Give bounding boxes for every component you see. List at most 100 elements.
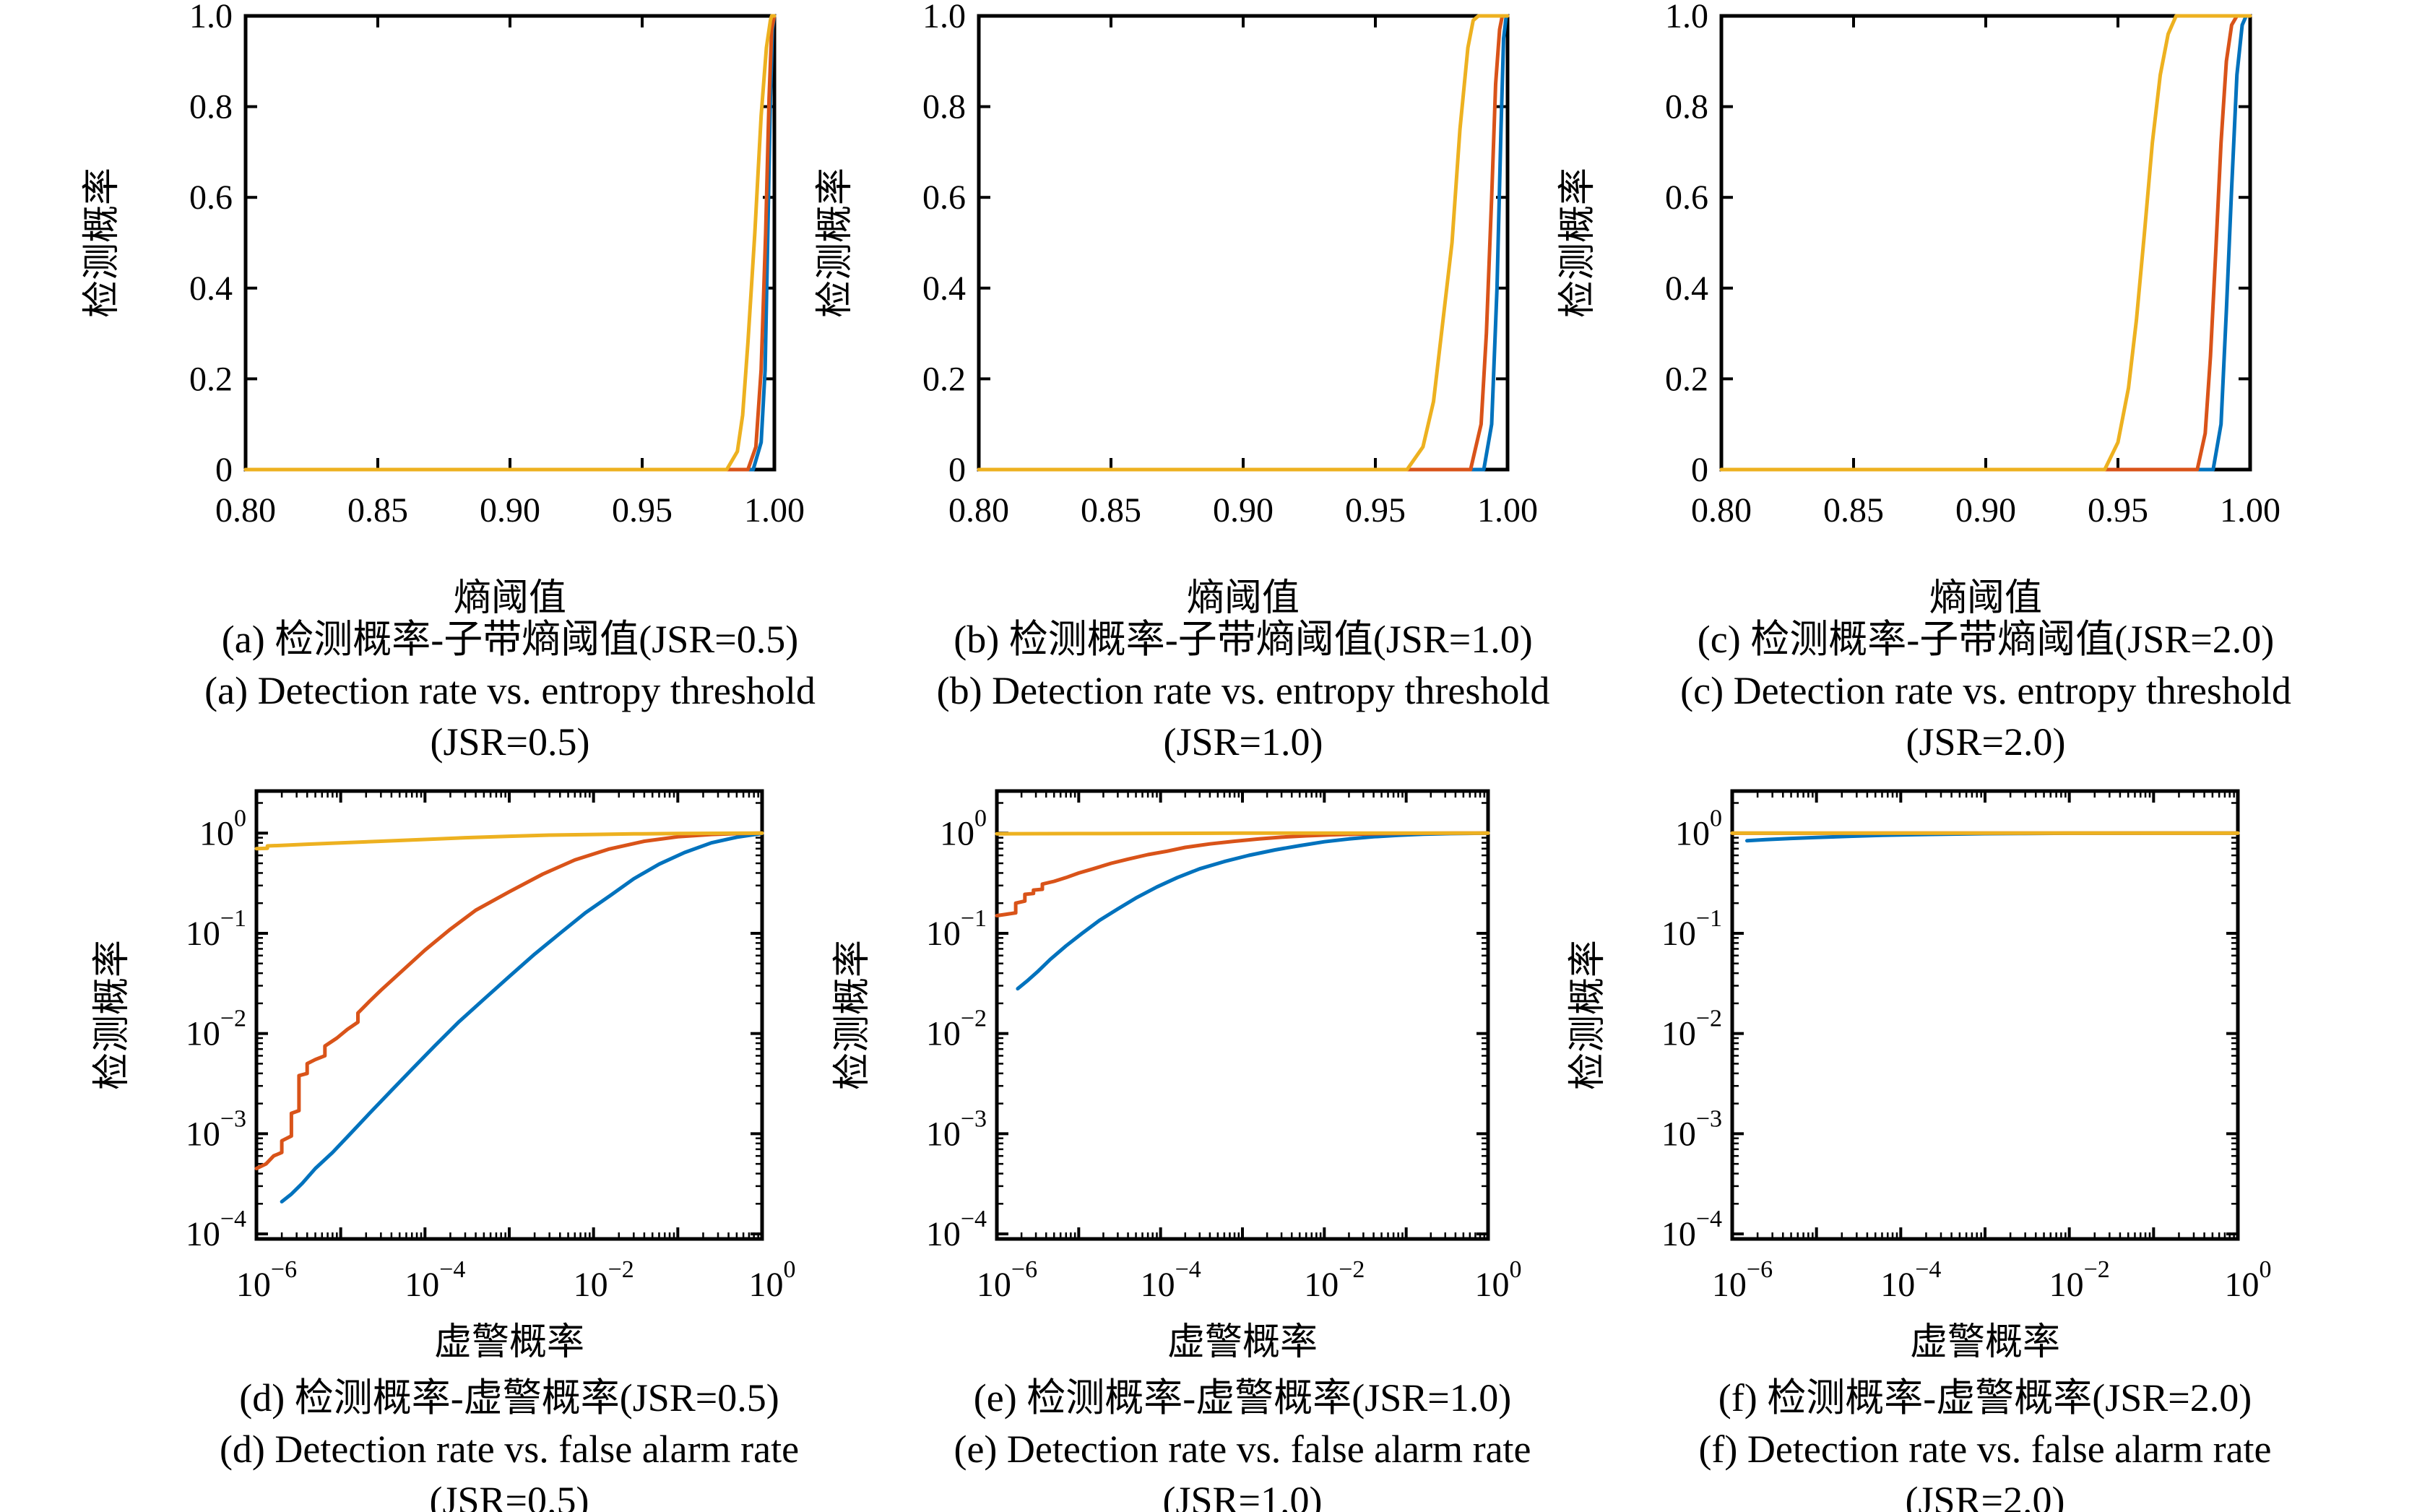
x-tick-label: 0.95 <box>2088 491 2148 530</box>
y-tick-label: 0.2 <box>922 360 966 398</box>
caption-f: (f) 检测概率-虚警概率(JSR=2.0) (f) Detection rat… <box>1552 1373 2417 1512</box>
x-axis-label-f: 虚警概率 <box>1910 1322 2060 1363</box>
caption-d-en: (d) Detection rate vs. false alarm rate <box>219 1427 800 1471</box>
y-tick-label: 1.0 <box>189 0 233 35</box>
y-axis-label-f: 检测概率 <box>1568 940 1609 1090</box>
plot-box-b <box>977 14 1510 472</box>
caption-d-jsr: (JSR=0.5) <box>429 1479 589 1512</box>
log-tick-label: 10−3 <box>926 1105 987 1153</box>
log-tick-label: 10−1 <box>1661 905 1722 953</box>
x-tick-label: 0.80 <box>1691 491 1752 530</box>
caption-f-jsr: (JSR=2.0) <box>1905 1479 2065 1512</box>
plot-box-a <box>243 14 777 472</box>
plot-c: 0.80 0.85 0.90 0.95 1.00 0 0.2 0.4 0.6 0.8 1.0 熵阈值 检… <box>1557 0 2280 619</box>
curve-e-series-orange <box>995 831 1490 917</box>
x-tick-label: 1.00 <box>1477 491 1538 530</box>
y-tick-label: 0.6 <box>189 178 233 217</box>
log-tick-label: 10−6 <box>1712 1256 1773 1304</box>
log-tick-label: 100 <box>199 805 246 852</box>
plot-d: 10−6 10−4 10−2 10010010−110−210−310−4虚警概率检测… <box>92 789 796 1363</box>
log-tick-label: 10−2 <box>1304 1256 1365 1304</box>
plot-box-d <box>254 789 764 1241</box>
y-tick-label: 0.8 <box>1665 88 1708 126</box>
caption-e-jsr: (JSR=1.0) <box>1162 1479 1323 1512</box>
y-axis-label-d: 检测概率 <box>92 940 133 1090</box>
caption-f-zh: (f) 检测概率-虚警概率(JSR=2.0) <box>1718 1376 2252 1420</box>
curve-b-series-blue <box>977 14 1510 472</box>
curve-b-series-orange <box>977 14 1510 472</box>
y-axis-label-a: 检测概率 <box>82 168 123 318</box>
caption-e-zh: (e) 检测概率-虚警概率(JSR=1.0) <box>973 1376 1512 1420</box>
log-tick-label: 10−6 <box>236 1256 297 1304</box>
log-tick-label: 10−2 <box>926 1006 987 1053</box>
y-tick-label: 0.2 <box>1665 360 1708 398</box>
curve-e-series-blue <box>1016 831 1490 991</box>
log-tick-label: 10−2 <box>1661 1006 1722 1053</box>
y-axis-label-b: 检测概率 <box>815 168 856 318</box>
x-axis-label-a: 熵阈值 <box>454 578 566 619</box>
y-tick-label: 0.8 <box>922 88 966 126</box>
caption-c-zh: (c) 检测概率-子带熵阈值(JSR=2.0) <box>1697 618 2275 661</box>
x-tick-label: 0.85 <box>1081 491 1141 530</box>
x-tick-label: 0.95 <box>612 491 673 530</box>
log-tick-label: 10−6 <box>977 1256 1037 1304</box>
y-tick-label: 0 <box>215 451 233 489</box>
y-tick-label: 0 <box>948 451 966 489</box>
caption-e: (e) 检测概率-虚警概率(JSR=1.0) (e) Detection rat… <box>809 1373 1676 1512</box>
x-tick-label: 0.85 <box>1823 491 1884 530</box>
plot-box-c <box>1719 14 2252 472</box>
log-tick-label: 10−1 <box>186 905 246 953</box>
y-axis-label-c: 检测概率 <box>1557 168 1599 318</box>
curve-b-series-yellow <box>977 14 1510 472</box>
x-tick-label: 1.00 <box>2220 491 2280 530</box>
log-tick-label: 100 <box>1475 1256 1522 1304</box>
caption-b: (b) 检测概率-子带熵阈值(JSR=1.0) (b) Detection ra… <box>810 614 1677 768</box>
curve-a-series-orange <box>243 14 777 472</box>
log-tick-label: 10−4 <box>1661 1206 1722 1253</box>
y-tick-label: 0.4 <box>1665 269 1708 308</box>
caption-c-jsr: (JSR=2.0) <box>1906 720 2066 764</box>
log-tick-label: 100 <box>749 1256 796 1304</box>
caption-a-zh: (a) 检测概率-子带熵阈值(JSR=0.5) <box>221 618 799 661</box>
x-axis-label-c: 熵阈值 <box>1929 578 2042 619</box>
curve-c-series-blue <box>1719 14 2252 472</box>
caption-c-en: (c) Detection rate vs. entropy threshold <box>1680 669 2291 712</box>
y-tick-label: 1.0 <box>922 0 966 35</box>
x-tick-label: 0.80 <box>948 491 1009 530</box>
y-tick-label: 1.0 <box>1665 0 1708 35</box>
y-tick-label: 0.4 <box>922 269 966 308</box>
curve-a-series-blue <box>243 14 777 472</box>
log-tick-label: 10−4 <box>186 1206 246 1253</box>
x-tick-label: 0.90 <box>1955 491 2016 530</box>
log-tick-label: 100 <box>1675 805 1722 852</box>
caption-f-en: (f) Detection rate vs. false alarm rate <box>1698 1427 2272 1471</box>
y-tick-label: 0.4 <box>189 269 233 308</box>
plot-b: 0.80 0.85 0.90 0.95 1.00 0 0.2 0.4 0.6 0.8 1.0 熵阈值 检… <box>815 0 1538 619</box>
caption-b-jsr: (JSR=1.0) <box>1163 720 1323 764</box>
log-tick-label: 10−4 <box>405 1256 465 1304</box>
log-tick-label: 10−3 <box>1661 1105 1722 1153</box>
log-tick-label: 10−4 <box>926 1206 987 1253</box>
y-axis-label-e: 检测概率 <box>832 940 873 1090</box>
caption-a-en: (a) Detection rate vs. entropy threshold <box>204 669 816 712</box>
plot-e: 10−6 10−4 10−2 10010010−110−210−310−4虚警概率检测… <box>832 789 1522 1363</box>
x-tick-label: 1.00 <box>744 491 805 530</box>
caption-c: (c) 检测概率-子带熵阈值(JSR=2.0) (c) Detection ra… <box>1552 614 2417 768</box>
curve-e-series-yellow <box>995 831 1490 836</box>
log-tick-label: 10−3 <box>186 1105 246 1153</box>
x-axis-label-d: 虚警概率 <box>434 1322 584 1363</box>
y-tick-label: 0.6 <box>922 178 966 217</box>
log-tick-label: 10−4 <box>1141 1256 1201 1304</box>
plot-a: 0.80 0.85 0.90 0.95 1.00 0 0.2 0.4 0.6 0.8 1.0 熵阈值 检… <box>82 0 805 619</box>
y-tick-label: 0.6 <box>1665 178 1708 217</box>
x-tick-label: 0.90 <box>1213 491 1274 530</box>
caption-b-zh: (b) 检测概率-子带熵阈值(JSR=1.0) <box>954 618 1533 661</box>
caption-b-en: (b) Detection rate vs. entropy threshold <box>936 669 1550 712</box>
log-tick-label: 10−2 <box>574 1256 634 1304</box>
log-tick-label: 100 <box>940 805 987 852</box>
y-tick-label: 0.8 <box>189 88 233 126</box>
log-tick-label: 10−2 <box>2049 1256 2110 1304</box>
log-tick-label: 100 <box>2225 1256 2272 1304</box>
